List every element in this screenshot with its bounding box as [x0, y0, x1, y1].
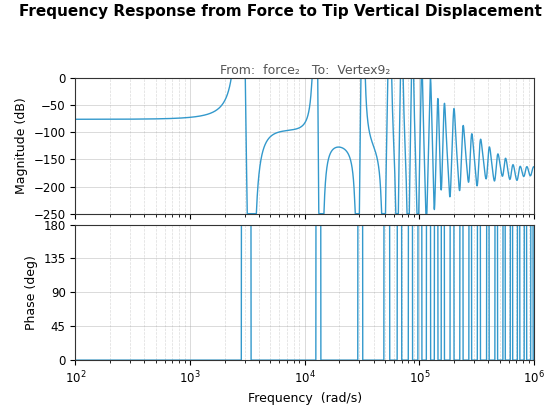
- X-axis label: Frequency  (rad/s): Frequency (rad/s): [248, 392, 362, 405]
- Y-axis label: Magnitude (dB): Magnitude (dB): [15, 97, 28, 194]
- Y-axis label: Phase (deg): Phase (deg): [25, 255, 38, 330]
- Title: From:  force₂   To:  Vertex9₂: From: force₂ To: Vertex9₂: [220, 64, 390, 77]
- Text: Frequency Response from Force to Tip Vertical Displacement: Frequency Response from Force to Tip Ver…: [18, 4, 542, 19]
